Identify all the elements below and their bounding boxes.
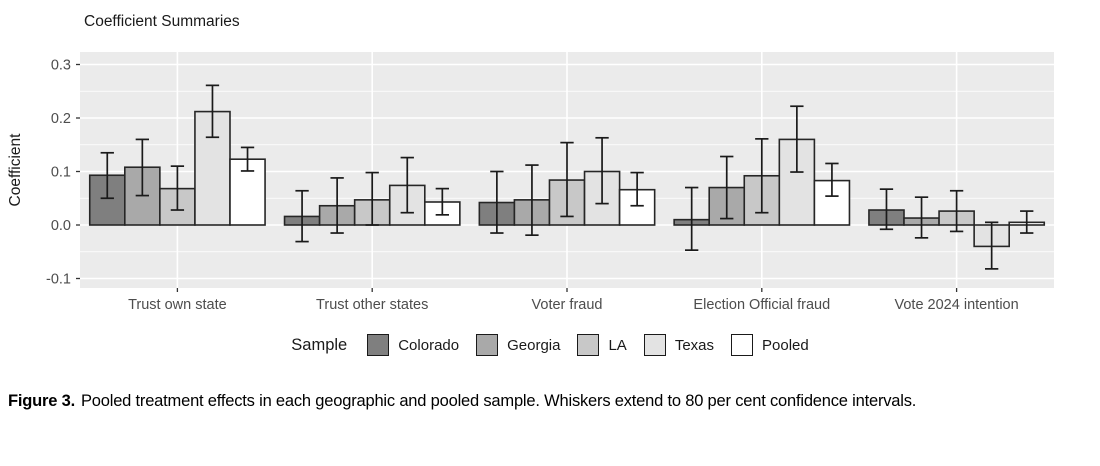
legend-items: Colorado Georgia LA Texas Pooled — [367, 334, 809, 356]
legend-item-pooled: Pooled — [731, 334, 809, 356]
legend-swatch — [643, 334, 666, 356]
caption-label: Figure 3. — [8, 392, 75, 410]
caption-text: Pooled treatment effects in each geograp… — [80, 392, 917, 410]
bar-colorado — [88, 174, 126, 226]
legend-item-colorado: Colorado — [367, 334, 459, 356]
x-tick-label: Election Official fraud — [693, 297, 830, 313]
y-tick-label: 0.0 — [51, 218, 71, 234]
legend-swatch — [731, 334, 754, 356]
y-tick-label: -0.1 — [46, 272, 71, 288]
legend-swatch — [476, 334, 499, 356]
legend-item-texas: Texas — [643, 334, 715, 356]
legend-title: Sample — [291, 335, 348, 354]
x-tick-label: Voter fraud — [532, 297, 603, 313]
x-tick-label: Vote 2024 intention — [895, 297, 1019, 313]
legend-swatch — [367, 334, 390, 356]
figure-caption: Figure 3. Pooled treatment effects in eac… — [8, 390, 1078, 413]
legend-label: Colorado — [398, 336, 460, 354]
legend-item-la: LA — [577, 334, 627, 356]
coefficient-bar-chart: -0.1 0.0 0.1 0.2 0.3 Trust own state Trust oth… — [7, 52, 1054, 313]
legend: Sample Colorado Georgia LA Texas Pooled — [0, 334, 1100, 356]
y-axis-title: Coefficient — [7, 133, 24, 207]
legend-label: Georgia — [507, 336, 561, 354]
y-tick-label: 0.3 — [51, 58, 71, 74]
legend-swatch — [577, 334, 600, 356]
y-tick-label: 0.1 — [51, 165, 71, 181]
legend-label: Texas — [674, 336, 715, 354]
legend-label: Pooled — [762, 336, 809, 354]
x-tick-label: Trust own state — [128, 297, 227, 313]
x-tick-label: Trust other states — [316, 297, 428, 313]
legend-item-georgia: Georgia — [476, 334, 560, 356]
y-tick-label: 0.2 — [51, 111, 71, 127]
legend-label: LA — [608, 336, 627, 354]
chart-title: Coefficient Summaries — [84, 13, 240, 30]
